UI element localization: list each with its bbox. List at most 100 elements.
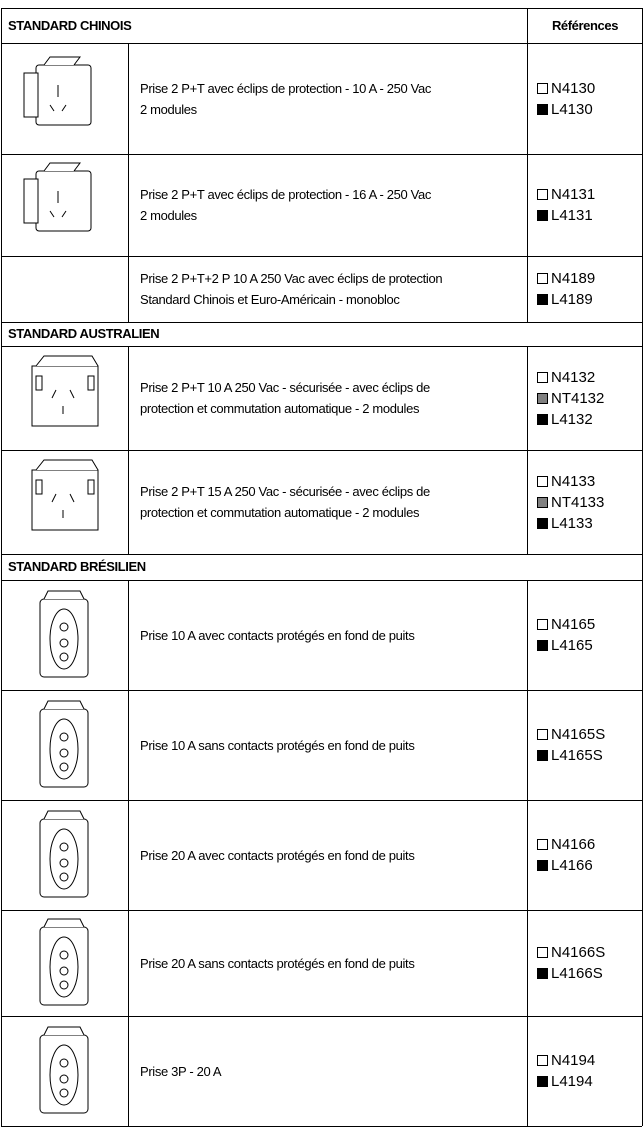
- reference-code: L4132: [551, 410, 593, 428]
- rule: [527, 690, 528, 800]
- icon-shape: [35, 170, 92, 232]
- rule: [1, 8, 642, 9]
- rule: [1, 256, 642, 257]
- references: N4189 L4189: [527, 256, 642, 322]
- references: N4166S L4166S: [527, 910, 642, 1016]
- product-icon: [39, 590, 89, 678]
- reference: NT4132: [537, 388, 642, 409]
- rule: [527, 154, 528, 256]
- rule: [1, 43, 2, 154]
- icon-shape: [59, 980, 69, 990]
- product-icon: [23, 162, 92, 232]
- icon-shape: [43, 918, 85, 928]
- description: Prise 2 P+T avec éclips de protection - …: [128, 43, 527, 154]
- reference-code: L4133: [551, 514, 593, 532]
- description-line: Prise 10 A sans contacts protégés en fon…: [140, 737, 415, 753]
- description: Prise 2 P+T+2 P 10 A 250 Vac avec éclips…: [128, 256, 527, 322]
- icon-shape: [35, 479, 43, 495]
- icon-shape: [61, 104, 67, 111]
- references: N4165S L4165S: [527, 690, 642, 800]
- reference-code: N4165: [551, 616, 596, 633]
- icon-shape: [31, 469, 99, 531]
- reference: L4130: [537, 99, 642, 120]
- icon-shape: [49, 828, 79, 890]
- description-line: 2 modules: [140, 101, 197, 117]
- rule: [128, 43, 129, 154]
- reference-code: L4131: [551, 207, 593, 224]
- rule: [1, 256, 2, 322]
- description-line: Prise 2 P+T avec éclips de protection - …: [140, 187, 431, 202]
- description-line: Prise 10 A avec contacts protégés en fon…: [140, 627, 415, 643]
- icon-shape: [43, 810, 85, 820]
- product-icon: [23, 56, 92, 125]
- reference: N4166: [537, 834, 642, 855]
- rule: [128, 800, 129, 910]
- finish-swatch: [537, 1076, 548, 1087]
- rule: [527, 1016, 528, 1126]
- finish-swatch: [537, 371, 548, 383]
- reference: N4189: [537, 268, 642, 289]
- icon-shape: [43, 590, 85, 600]
- section-title: STANDARD CHINOIS: [8, 18, 132, 33]
- references: N4194 L4194: [527, 1016, 642, 1126]
- rule: [128, 690, 129, 800]
- references: N4166 L4166: [527, 800, 642, 910]
- reference: N4130: [537, 78, 642, 99]
- description-line: Prise 20 A sans contacts protégés en fon…: [140, 955, 415, 971]
- icon-shape: [59, 762, 69, 772]
- icon-shape: [59, 622, 69, 632]
- finish-swatch: [537, 496, 548, 508]
- reference-code: N4194: [551, 1052, 596, 1069]
- icon-shape: [49, 718, 79, 780]
- rule: [1, 690, 2, 800]
- rule: [1, 910, 2, 1016]
- rule: [1, 690, 642, 691]
- product-icon: [39, 810, 89, 898]
- description: Prise 10 A avec contacts protégés en fon…: [128, 580, 527, 690]
- reference-code: L4165: [551, 637, 593, 654]
- rule: [1, 1016, 642, 1017]
- rule: [128, 346, 129, 450]
- description-line: protection et commutation automatique - …: [140, 505, 420, 520]
- reference-code: L4130: [551, 100, 593, 118]
- rule: [1, 154, 642, 155]
- description-line: Prise 2 P+T 10 A 250 Vac - sécurisée - a…: [140, 380, 430, 395]
- icon-shape: [59, 652, 69, 662]
- rule: [128, 256, 129, 322]
- reference-code: NT4132: [551, 389, 605, 407]
- reference: N4133: [537, 471, 642, 492]
- reference-code: N4133: [551, 472, 596, 490]
- reference-code: L4166S: [551, 965, 603, 982]
- icon-shape: [59, 1088, 69, 1098]
- icon-shape: [59, 872, 69, 882]
- finish-swatch: [537, 619, 548, 630]
- finish-swatch: [537, 839, 548, 850]
- product-icon: [39, 700, 89, 788]
- icon-shape: [59, 638, 69, 648]
- rule: [1, 800, 642, 801]
- reference-code: N4132: [551, 368, 596, 386]
- finish-swatch: [537, 750, 548, 761]
- icon-shape: [43, 1026, 85, 1036]
- references-header: Références: [551, 18, 619, 33]
- icon-shape: [59, 748, 69, 758]
- description-line: 2 modules: [140, 208, 197, 223]
- rule: [128, 910, 129, 1016]
- icon-shape: [43, 700, 85, 710]
- rule: [1, 43, 642, 44]
- references: N4133 NT4133 L4133: [527, 450, 642, 554]
- reference: L4132: [537, 409, 642, 430]
- rule: [527, 910, 528, 1016]
- icon-shape: [31, 365, 99, 427]
- reference: L4131: [537, 205, 642, 226]
- product-icon: [31, 355, 99, 427]
- finish-swatch: [537, 210, 548, 221]
- rule: [1, 346, 642, 347]
- finish-swatch: [537, 294, 548, 305]
- references: N4130 L4130: [527, 43, 642, 154]
- icon-shape: [59, 1058, 69, 1068]
- reference: L4194: [537, 1071, 642, 1092]
- icon-shape: [35, 459, 99, 471]
- product-icon: [39, 918, 89, 1006]
